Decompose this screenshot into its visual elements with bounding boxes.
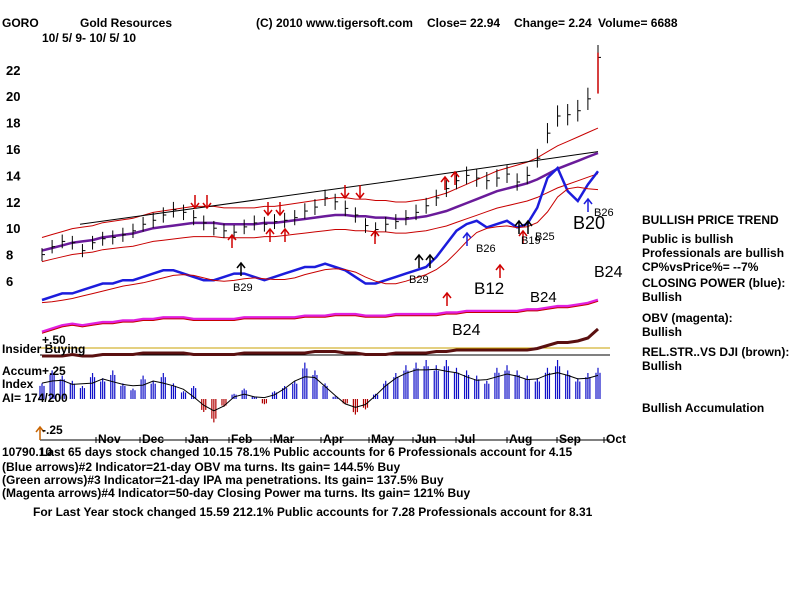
closing-power-ma xyxy=(41,186,599,304)
black-buy-arrow-head xyxy=(425,253,435,261)
y-tick-label: 6 xyxy=(6,274,13,289)
red-buy-arrow-head xyxy=(495,263,505,271)
cp-vs-price: CP%vsPrice%= --7% xyxy=(642,260,759,274)
orange-marker-head xyxy=(35,425,45,433)
signal-b29-feb: B29 xyxy=(233,282,253,294)
y-tick-label: 20 xyxy=(6,89,20,104)
red-buy-arrow-head xyxy=(370,229,380,237)
date-range: 10/ 5/ 9- 10/ 5/ 10 xyxy=(42,31,137,45)
lower-band xyxy=(41,173,599,263)
red-sell-arrow-head xyxy=(190,202,200,210)
signal-b24-obv: B24 xyxy=(594,264,623,281)
x-tick-label: Jul xyxy=(458,432,475,446)
x-tick-label: Jan xyxy=(188,432,209,446)
red-buy-arrow-head xyxy=(442,291,452,299)
red-buy-arrow-head xyxy=(227,233,237,241)
footer-prefix: 10790.10 xyxy=(2,445,53,459)
ma-50day-line xyxy=(41,151,599,252)
signal-b24-cp: B24 xyxy=(530,289,557,306)
red-buy-arrow-head xyxy=(280,227,290,235)
footer-last65: Last 65 days stock changed 10.15 78.1% P… xyxy=(40,445,573,459)
accum-label: Accum xyxy=(2,364,43,378)
resistance-line xyxy=(79,181,386,225)
obv-label: OBV (magenta): xyxy=(642,311,733,325)
obv-line xyxy=(41,298,599,334)
red-sell-arrow-head xyxy=(275,209,285,217)
x-tick-label: Apr xyxy=(323,432,344,446)
relstr-label: REL.STR..VS DJI (brown): xyxy=(642,345,790,359)
closing-power-label: CLOSING POWER (blue): xyxy=(642,276,786,290)
ticker-symbol: GORO xyxy=(2,16,39,30)
rel-strength-line xyxy=(42,327,599,358)
price-change: Change= 2.24 xyxy=(514,16,592,30)
black-buy-arrow-head xyxy=(414,253,424,261)
red-sell-arrow-head xyxy=(263,209,273,217)
obv-ma xyxy=(41,300,599,334)
signal-b29-jun: B29 xyxy=(409,274,429,286)
obv-value: Bullish xyxy=(642,325,683,339)
y-tick-label: 14 xyxy=(6,168,21,183)
trend-title: BULLISH PRICE TREND xyxy=(642,213,779,227)
y-tick-label: 16 xyxy=(6,142,20,157)
ai-value: AI= 174/200 xyxy=(2,391,68,405)
resistance-line-2 xyxy=(385,151,599,183)
red-buy-arrow-head xyxy=(518,229,528,237)
red-buy-arrow-head xyxy=(265,227,275,235)
volume: Volume= 6688 xyxy=(598,16,678,30)
x-tick-label: Oct xyxy=(606,432,626,446)
y-tick-label: 22 xyxy=(6,63,20,78)
insider-buying-label: Insider Buying xyxy=(2,342,86,356)
y-tick-label: 10 xyxy=(6,221,20,236)
signal-b26-sep: B26 xyxy=(594,207,614,219)
signal-b24-accum: B24 xyxy=(452,322,481,339)
black-buy-arrow-head xyxy=(514,219,524,227)
level-plus50: +.50 xyxy=(42,333,66,347)
y-tick-label: 12 xyxy=(6,195,20,210)
signal-b12: B12 xyxy=(474,279,505,298)
y-tick-label: 8 xyxy=(6,248,13,263)
professionals-status: Professionals are bullish xyxy=(642,246,785,260)
red-buy-arrow-head xyxy=(450,170,460,178)
blue-buy-arrow-head xyxy=(462,231,472,239)
level-minus25: -.25 xyxy=(42,423,63,437)
level-plus25: +.25 xyxy=(42,364,66,378)
footer-last-year: For Last Year stock changed 15.59 212.1%… xyxy=(33,505,593,519)
red-sell-arrow-head xyxy=(355,192,365,200)
signal-b20: B20 xyxy=(573,213,606,233)
index-label: Index xyxy=(2,377,34,391)
upper-band xyxy=(41,127,599,238)
red-sell-arrow-head xyxy=(340,192,350,200)
x-tick-label: Feb xyxy=(231,432,252,446)
x-tick-label: Aug xyxy=(509,432,532,446)
y-tick-label: 18 xyxy=(6,116,20,131)
copyright-text: (C) 2010 www.tigersoft.com xyxy=(256,16,413,30)
closing-power-value: Bullish xyxy=(642,290,683,304)
signal-b25: B25 xyxy=(535,231,555,243)
footer-magenta-arrows: (Magenta arrows)#4 Indicator=50-day Clos… xyxy=(2,486,471,500)
accum-ma-line xyxy=(41,368,599,412)
company-name: Gold Resources xyxy=(80,16,173,30)
closing-power-line xyxy=(41,165,599,302)
x-tick-label: Nov xyxy=(98,432,121,446)
blue-buy-arrow-head xyxy=(583,197,593,205)
x-tick-label: May xyxy=(371,432,395,446)
x-tick-label: Mar xyxy=(273,432,295,446)
relstr-value: Bullish xyxy=(642,359,683,373)
signal-b26-jul: B26 xyxy=(476,243,496,255)
black-buy-arrow-head xyxy=(523,219,533,227)
signal-b19: B19 xyxy=(521,235,541,247)
close-price: Close= 22.94 xyxy=(427,16,501,30)
accumulation-status: Bullish Accumulation xyxy=(642,401,765,415)
red-buy-arrow-head xyxy=(440,175,450,183)
footer-blue-arrows: (Blue arrows)#2 Indicator=21-day OBV ma … xyxy=(2,460,401,474)
x-tick-label: Dec xyxy=(142,432,164,446)
black-buy-arrow-head xyxy=(236,261,246,269)
x-tick-label: Jun xyxy=(415,432,436,446)
footer-green-arrows: (Green arrows)#3 Indicator=21-day IPA ma… xyxy=(2,473,444,487)
public-status: Public is bullish xyxy=(642,232,734,246)
x-tick-label: Sep xyxy=(559,432,581,446)
red-sell-arrow-head xyxy=(202,202,212,210)
